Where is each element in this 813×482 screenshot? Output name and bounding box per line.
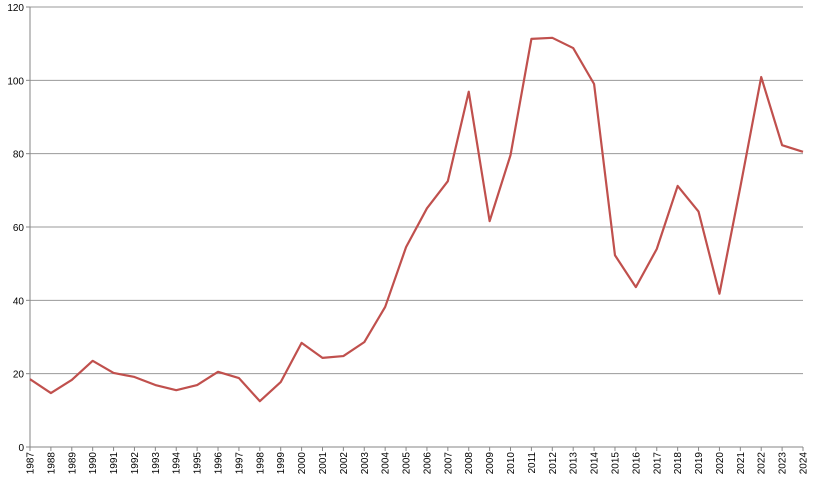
- x-tick-label: 1988: [46, 452, 57, 475]
- x-tick-label: 2016: [631, 452, 642, 475]
- line: [29, 36, 804, 403]
- x-tick-label: 2013: [569, 452, 580, 475]
- x-tick-label: 1987: [26, 452, 37, 475]
- x-tick-label: 1993: [151, 452, 162, 475]
- x-tick-label: 1998: [255, 452, 266, 475]
- x-tick-label: 2017: [652, 452, 663, 475]
- x-tick-label: 2015: [610, 452, 621, 475]
- x-tick-label: 2009: [485, 452, 496, 475]
- x-tick-label: 1999: [276, 452, 287, 475]
- y-tick-label: 0: [18, 443, 24, 454]
- x-tick-label: 2024: [799, 452, 810, 475]
- x-tick-label: 2018: [673, 452, 684, 475]
- x-tick-label: 1996: [214, 452, 225, 475]
- x-tick-label: 2005: [402, 452, 413, 475]
- y-tick-label: 120: [7, 3, 24, 14]
- x-tick-label: 2020: [715, 452, 726, 475]
- y-tick-label: 20: [13, 370, 25, 381]
- x-tick-label: 2004: [381, 452, 392, 475]
- x-tick-label: 2006: [422, 452, 433, 475]
- y-tick-label: 100: [7, 76, 24, 87]
- x-tick-label: 1994: [172, 452, 183, 475]
- x-tick-label: 2010: [506, 452, 517, 475]
- x-tick-label: 1989: [67, 452, 78, 475]
- x-tick-label: 2023: [778, 452, 789, 475]
- x-tick-label: 1997: [234, 452, 245, 475]
- y-tick-label: 60: [13, 223, 25, 234]
- x-tick-label: 2012: [548, 452, 559, 475]
- x-tick-label: 2002: [339, 452, 350, 475]
- x-tick-label: 2019: [694, 452, 705, 475]
- x-tick-label: 2008: [464, 452, 475, 475]
- y-tick-label: 80: [13, 150, 25, 161]
- x-tick-label: 2014: [590, 452, 601, 475]
- x-tick-label: 2021: [736, 452, 747, 475]
- x-tick-label: 2011: [527, 452, 538, 474]
- x-tick-label: 1992: [130, 452, 141, 475]
- x-tick-label: 2000: [297, 452, 308, 475]
- x-tick-label: 1990: [88, 452, 99, 475]
- x-tick-label: 2003: [360, 452, 371, 475]
- x-tick-label: 2001: [318, 452, 329, 475]
- x-tick-label: 2007: [443, 452, 454, 475]
- x-tick-label: 1991: [109, 452, 120, 475]
- y-tick-label: 40: [13, 296, 25, 307]
- x-tick-label: 2022: [757, 452, 768, 475]
- x-tick-label: 1995: [193, 452, 204, 475]
